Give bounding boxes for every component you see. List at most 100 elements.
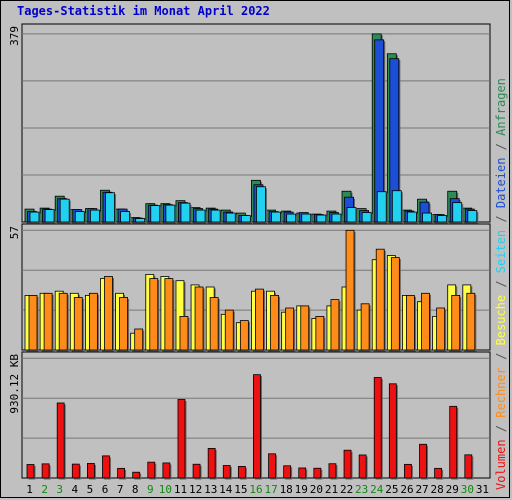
seiten-bar: [180, 202, 191, 223]
x-tick-label: 19: [295, 483, 308, 496]
volumen-bar: [102, 455, 110, 479]
seiten-bar: [256, 186, 266, 223]
volumen-bar: [222, 465, 231, 479]
rechner-bar: [390, 257, 400, 351]
x-tick-label: 17: [264, 483, 277, 496]
legend-item-dateien: Dateien: [494, 158, 508, 209]
volumen-bar: [237, 466, 246, 479]
legend-separator: /: [494, 208, 508, 230]
rechner-bar: [421, 292, 430, 351]
rechner-bar: [134, 328, 144, 351]
seiten-bar: [165, 204, 176, 223]
rechner-bar: [88, 292, 98, 351]
x-tick-label: 2: [41, 483, 48, 496]
volumen-bar: [449, 405, 458, 479]
seiten-bar: [120, 211, 130, 223]
legend-separator: /: [494, 273, 508, 295]
x-tick-label: 5: [87, 483, 94, 496]
seiten-bar: [59, 198, 70, 223]
rechner-bar: [73, 297, 83, 351]
rechner-bar: [255, 288, 264, 351]
x-tick-label: 7: [117, 483, 124, 496]
volumen-bar: [434, 467, 443, 479]
x-tick-label: 16: [249, 483, 262, 496]
volumen-bar: [358, 454, 367, 479]
rechner-bar: [164, 278, 174, 351]
x-tick-label: 11: [174, 483, 187, 496]
x-tick-label: 22: [340, 483, 353, 496]
x-tick-label: 8: [132, 483, 139, 496]
seiten-bar: [150, 205, 161, 223]
volumen-bar: [328, 463, 337, 479]
seiten-bar: [29, 211, 40, 223]
rechner-bar: [451, 294, 461, 351]
volumen-bar: [86, 463, 95, 479]
x-tick-label: 28: [431, 483, 444, 496]
volumen-bar: [26, 464, 35, 479]
rechner-bar: [119, 297, 128, 351]
seiten-bar: [407, 211, 417, 223]
x-tick-label: 3: [56, 483, 63, 496]
y-axis-max-label: 379: [8, 26, 21, 46]
x-tick-label: 23: [355, 483, 368, 496]
legend-item-rechner: Rechner: [494, 367, 508, 418]
legend-separator: /: [494, 136, 508, 158]
y-axis-max-label: 57: [8, 226, 21, 239]
x-tick-label: 18: [280, 483, 293, 496]
volumen-bar: [177, 399, 186, 479]
x-tick-label: 9: [147, 483, 154, 496]
volumen-bar: [298, 467, 307, 479]
volumen-bar: [253, 374, 261, 479]
seiten-bar: [301, 213, 312, 223]
page-title: Tages-Statistik im Monat April 2022: [17, 4, 270, 18]
legend-item-besuche: Besuche: [494, 295, 508, 346]
rechner-bar: [330, 299, 340, 351]
volumen-bar: [388, 383, 397, 479]
seiten-bar: [195, 209, 206, 223]
seiten-bar: [74, 211, 85, 223]
seiten-bar: [316, 214, 327, 223]
x-tick-label: 12: [189, 483, 202, 496]
volumen-bar: [117, 467, 125, 479]
volumen-bar: [192, 463, 201, 479]
x-tick-label: 24: [370, 483, 384, 496]
volumen-bar: [56, 402, 65, 479]
x-tick-label: 6: [102, 483, 109, 496]
y-axis-max-label: 930.12 KB: [8, 354, 21, 414]
rechner-bar: [224, 309, 234, 351]
seiten-bar: [331, 213, 342, 223]
rechner-bar: [285, 307, 295, 351]
rechner-bar: [315, 315, 325, 351]
volumen-bar: [71, 463, 80, 479]
rechner-bar: [239, 320, 249, 351]
volumen-bar: [283, 465, 292, 479]
rechner-bar: [104, 276, 113, 351]
seiten-bar: [437, 215, 448, 223]
rechner-bar: [360, 303, 370, 351]
volumen-bar: [268, 453, 276, 479]
seiten-bar: [271, 211, 281, 223]
rechner-bar: [345, 229, 355, 351]
x-tick-label: 27: [415, 483, 428, 496]
legend-item-anfragen: Anfragen: [494, 78, 508, 136]
seiten-bar: [346, 207, 357, 223]
volumen-bar: [207, 448, 216, 479]
rechner-bar: [375, 248, 385, 351]
seiten-bar: [467, 210, 478, 223]
seiten-bar: [240, 215, 251, 223]
x-tick-label: 31: [476, 483, 489, 496]
seiten-bar: [391, 190, 402, 223]
volumen-bar: [313, 467, 322, 479]
seiten-bar: [225, 212, 236, 223]
legend-separator: /: [494, 418, 508, 440]
x-tick-label: 4: [72, 483, 79, 496]
volumen-bar: [404, 463, 412, 479]
seiten-bar: [135, 218, 146, 223]
rechner-bar: [436, 307, 446, 351]
volumen-bar: [147, 461, 156, 479]
seiten-bar: [44, 209, 55, 223]
volumen-bar: [162, 462, 171, 479]
seiten-bar: [286, 213, 297, 223]
x-tick-label: 1: [26, 483, 33, 496]
